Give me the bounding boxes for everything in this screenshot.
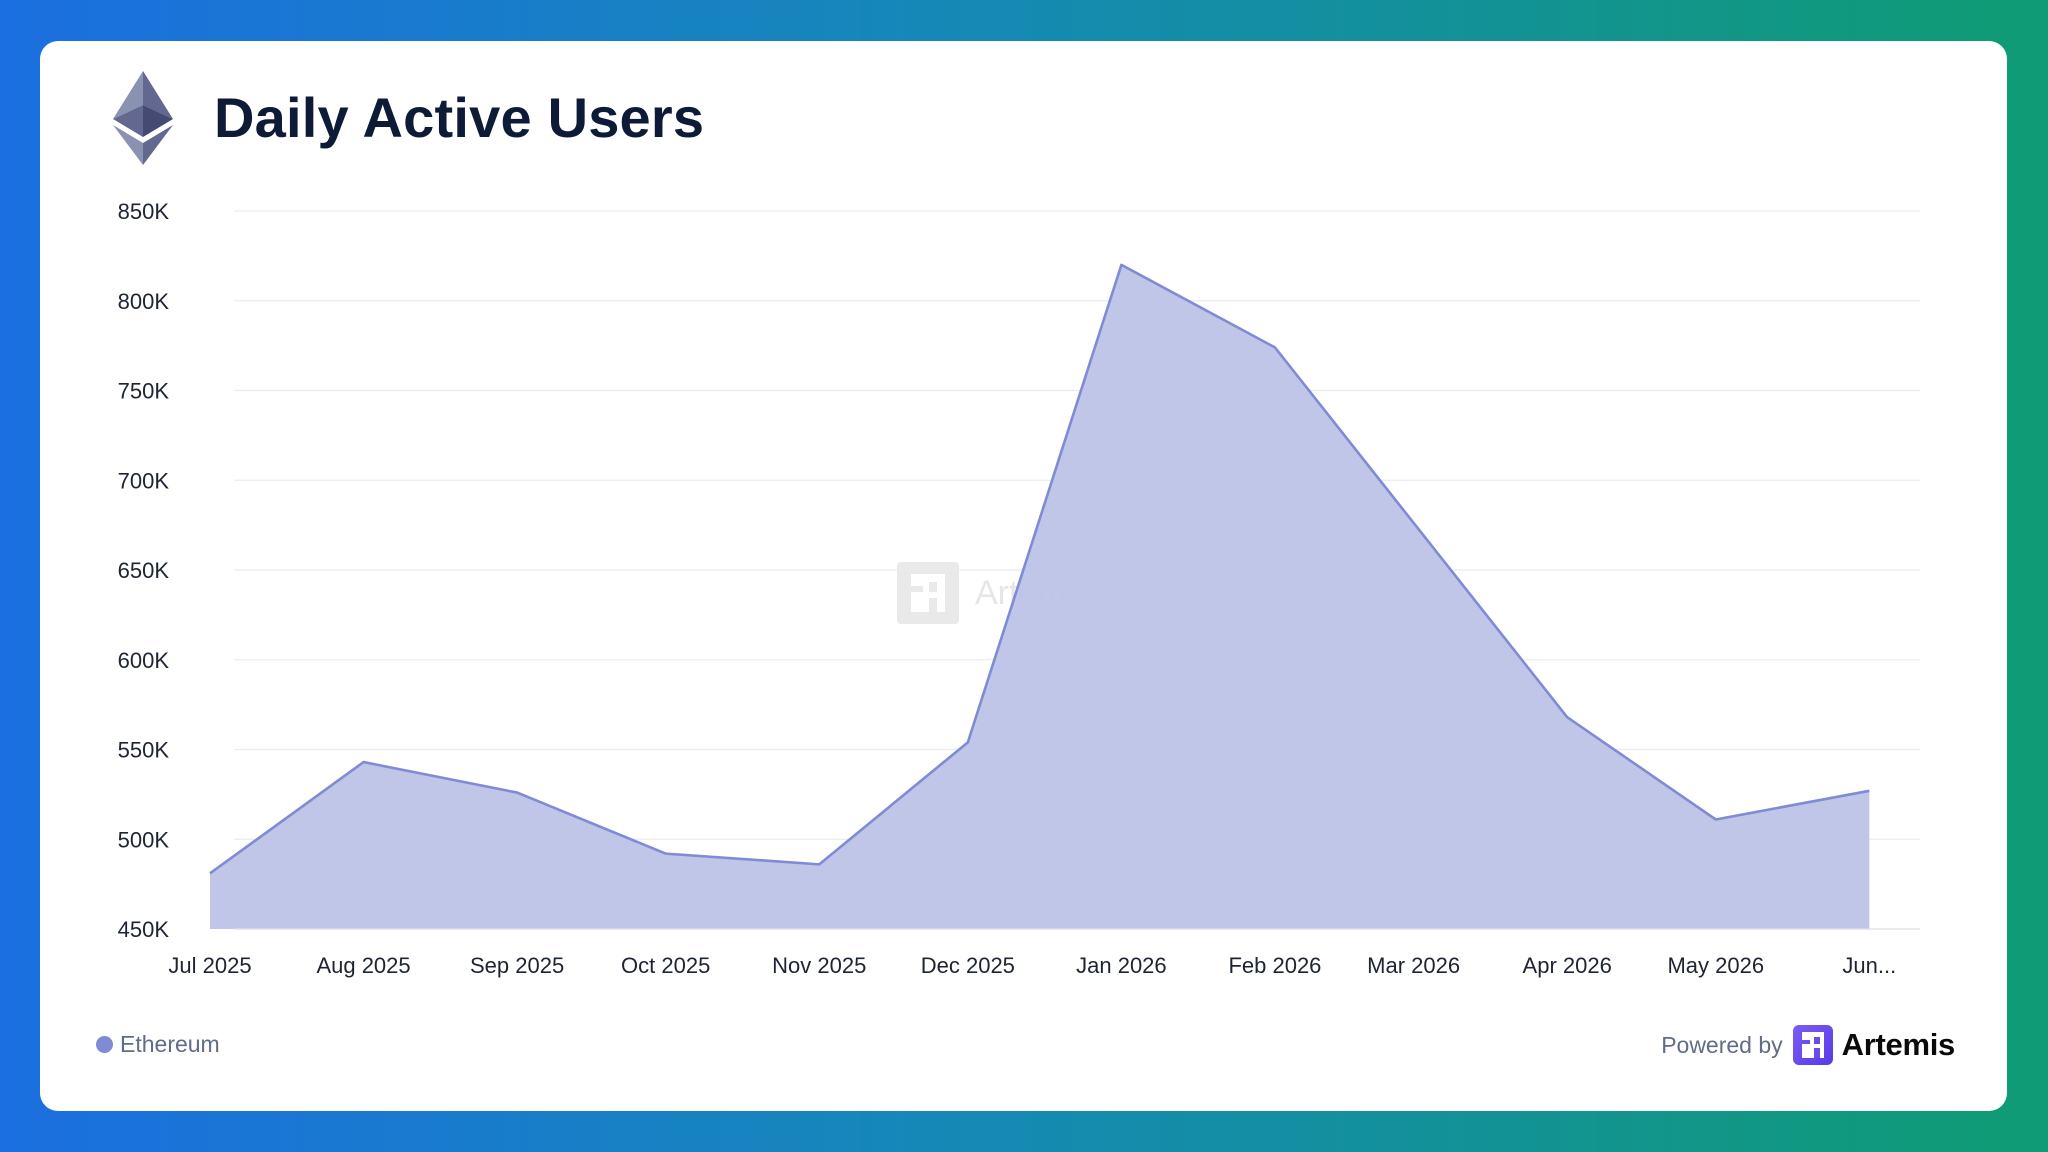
y-tick-label: 850K [118,199,170,224]
y-tick-label: 650K [118,558,170,583]
legend-label: Ethereum [120,1031,220,1057]
x-tick-label: Jul 2025 [168,953,251,978]
y-tick-label: 750K [118,379,170,404]
y-tick-label: 700K [118,468,170,493]
legend[interactable]: Ethereum [96,1031,220,1058]
x-tick-label: Aug 2025 [316,953,410,978]
y-tick-label: 550K [118,738,170,763]
chart-card: Daily Active Users Artemis 450K 500K 550K 6… [40,41,2007,1111]
x-tick-label: May 2026 [1667,953,1764,978]
area-fill [210,264,1870,930]
x-tick-label: Sep 2025 [470,953,564,978]
y-tick-label: 600K [118,648,170,673]
x-tick-label: Mar 2026 [1367,953,1460,978]
artemis-brand: Artemis [1841,1027,1956,1062]
x-tick-label: Jun... [1842,953,1896,978]
y-tick-label: 450K [118,917,170,942]
artemis-logo-icon [1792,1025,1833,1065]
powered-by-text: Powered by [1661,1031,1783,1058]
legend-swatch [96,1036,113,1053]
x-tick-label: Dec 2025 [921,953,1015,978]
x-tick-label: Feb 2026 [1228,953,1321,978]
x-tick-label: Nov 2025 [772,953,866,978]
area-chart: 450K 500K 550K 600K 650K 700K 750K 800K 850K Jul … [118,199,1920,978]
x-tick-label: Apr 2026 [1523,953,1612,978]
y-tick-label: 800K [118,289,170,314]
powered-by[interactable]: Powered by Artemis [1661,1025,1955,1065]
x-tick-label: Oct 2025 [621,953,710,978]
artemis-watermark-icon [897,562,959,624]
y-tick-label: 500K [118,827,170,852]
x-tick-label: Jan 2026 [1076,953,1167,978]
chart-title: Daily Active Users [214,86,705,149]
ethereum-icon [113,71,173,165]
